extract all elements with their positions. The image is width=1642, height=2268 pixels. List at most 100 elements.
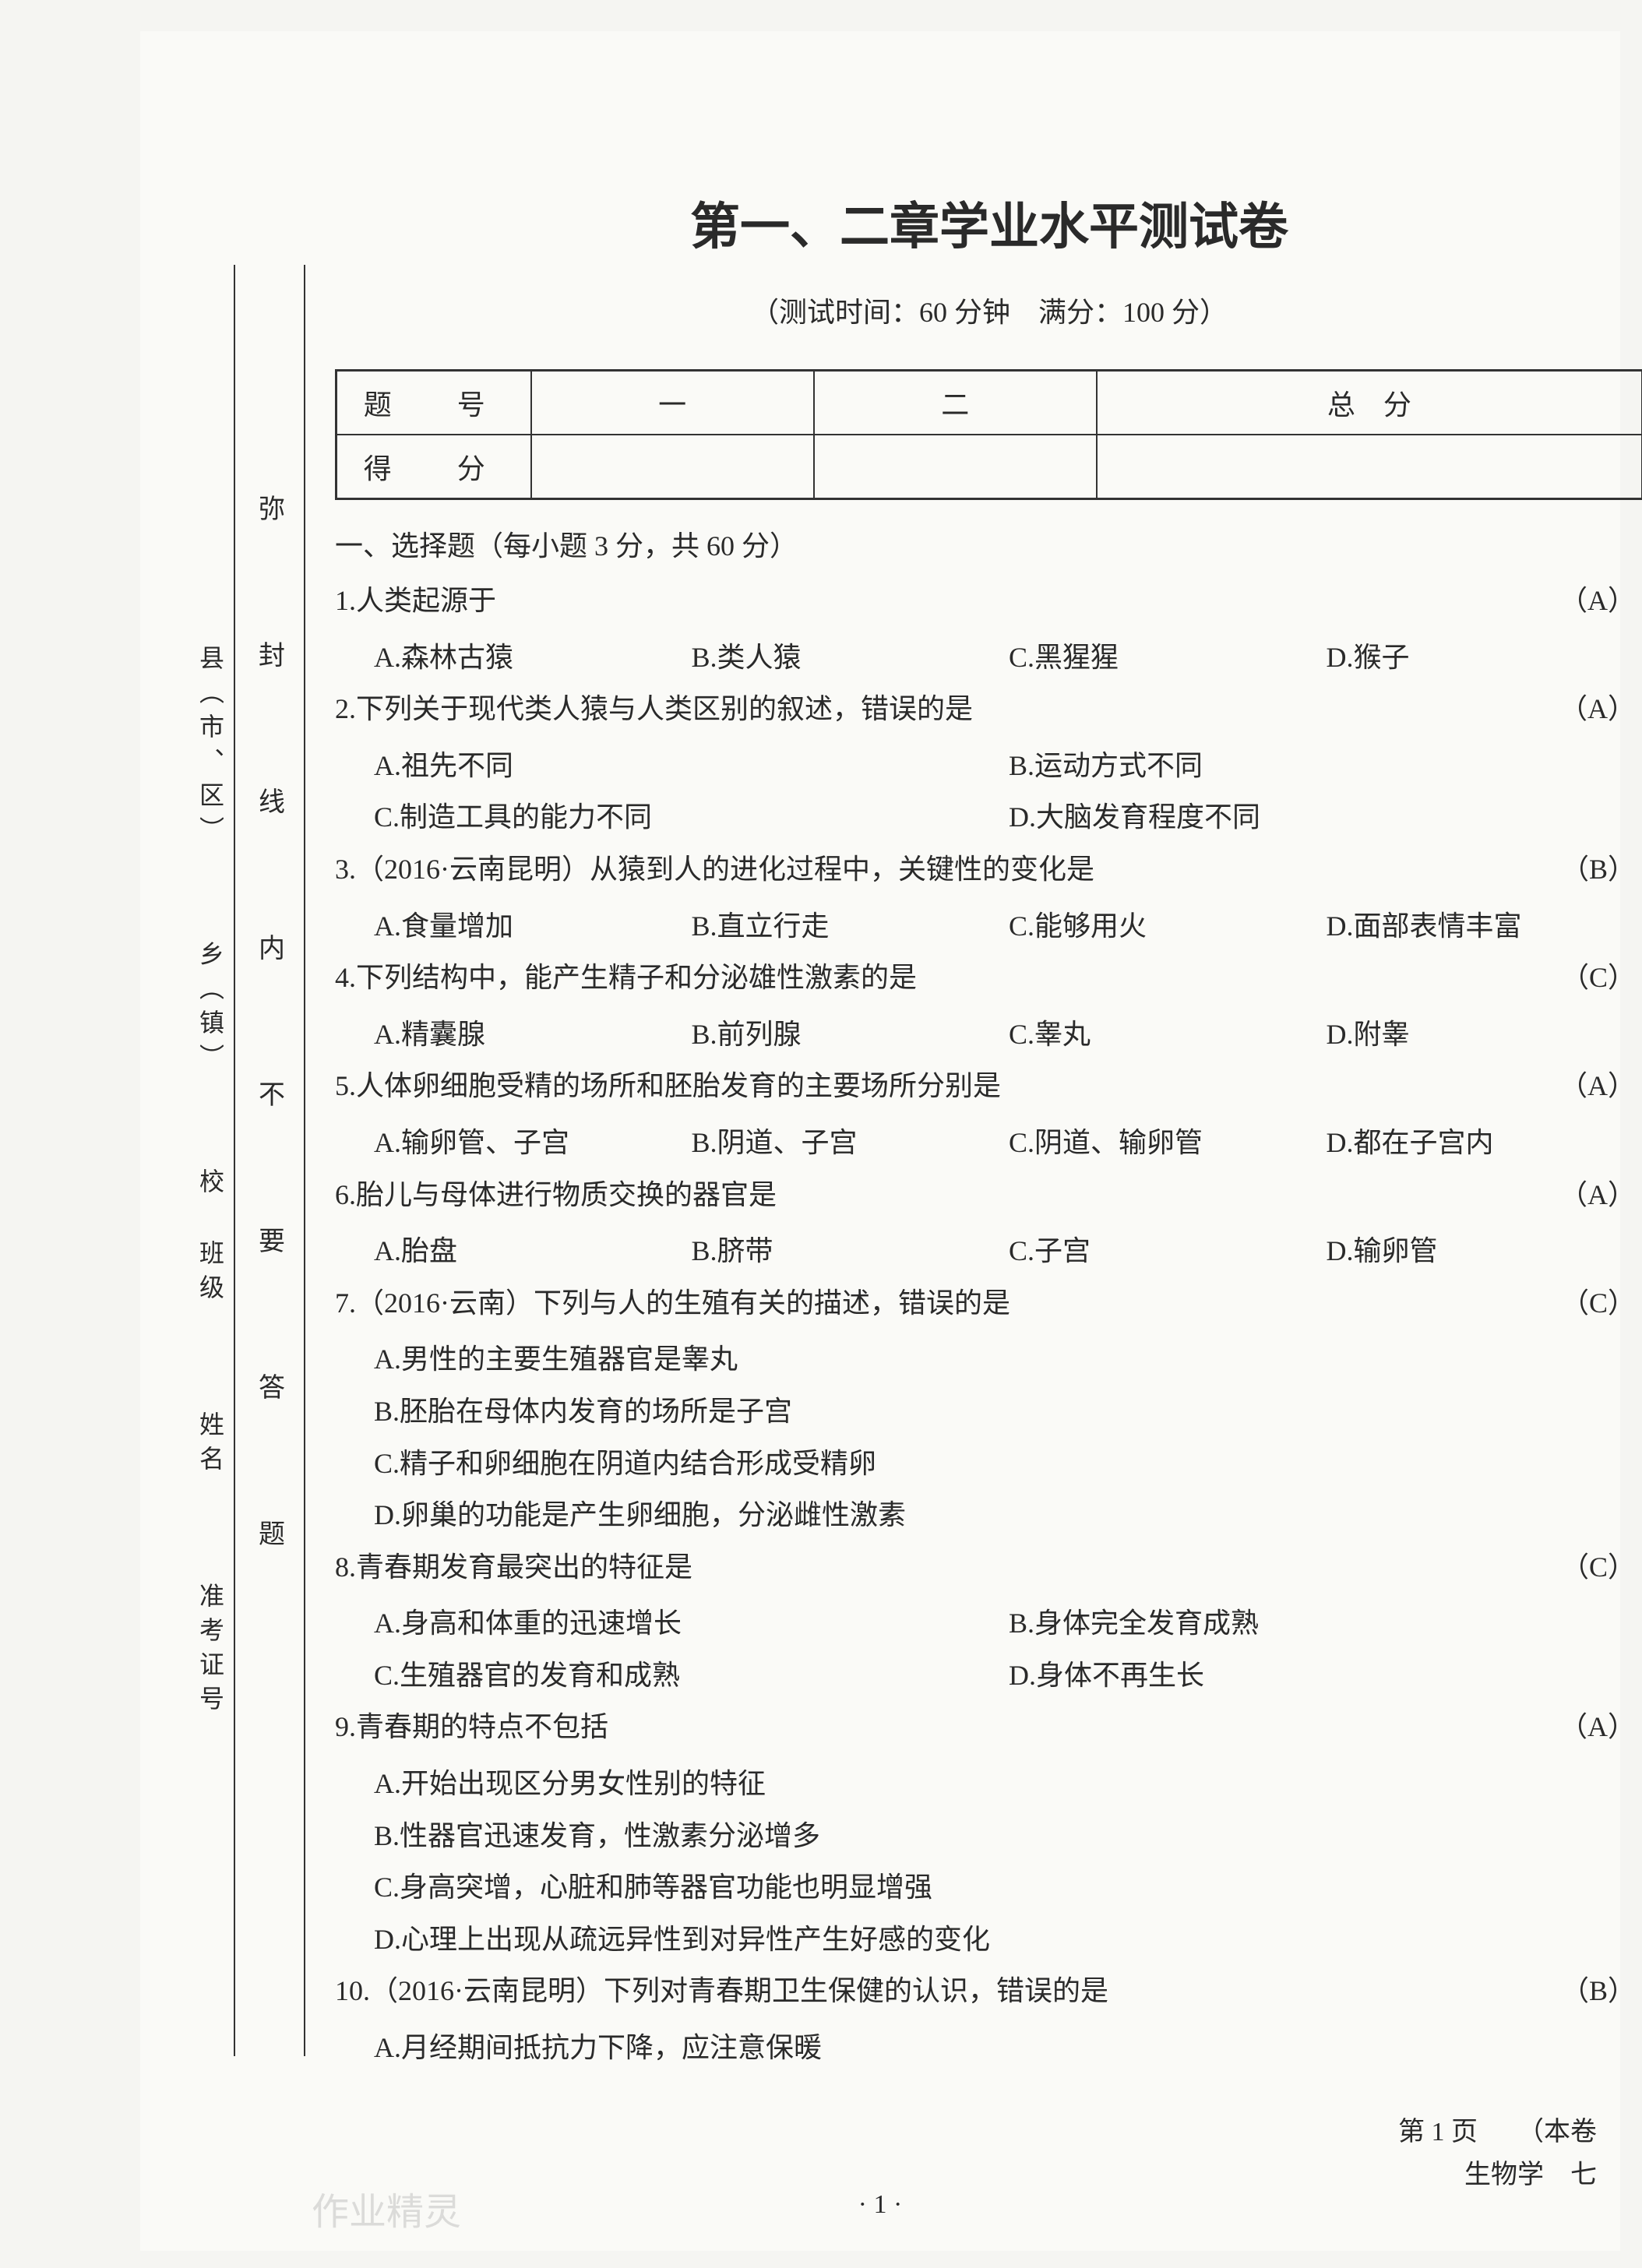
score-cell-total [1097,435,1642,499]
option: B.脐带 [692,1225,1010,1277]
options: A.男性的主要生殖器官是睾丸B.胚胎在母体内发育的场所是子宫C.精子和卵细胞在阴… [335,1333,1642,1541]
option: C.制造工具的能力不同 [374,791,1009,843]
option: A.月经期间抵抗力下降，应注意保暖 [374,2022,1642,2074]
options: A.输卵管、子宫B.阴道、子宫C.阴道、输卵管D.都在子宫内 [335,1117,1642,1169]
option: A.祖先不同 [374,740,1009,792]
option: B.性器官迅速发育，性激素分泌增多 [374,1810,1642,1862]
option: B.直立行走 [692,900,1010,953]
option: A.输卵管、子宫 [374,1117,692,1169]
score-table: 题 号 一 二 总 分 得 分 [335,369,1642,500]
exam-title: 第一、二章学业水平测试卷 [335,187,1642,259]
option: C.能够用火 [1009,900,1327,953]
question-stem: 6.胎儿与母体进行物质交换的器官是 [335,1169,1642,1221]
question-answer: （A） [1559,1169,1636,1221]
option: C.子宫 [1009,1225,1327,1277]
header-col-2: 二 [814,371,1097,435]
question-answer: （A） [1559,575,1636,627]
question-answer: （A） [1559,1701,1636,1753]
header-score: 得 分 [337,435,531,499]
option: D.输卵管 [1327,1225,1642,1277]
option: A.开始出现区分男女性别的特征 [374,1758,1642,1810]
options: A.胎盘B.脐带C.子宫D.输卵管 [335,1225,1642,1277]
option: A.身高和体重的迅速增长 [374,1597,1009,1650]
section-1-header: 一、选择题（每小题 3 分，共 60 分） [335,523,1642,564]
question: 4.下列结构中，能产生精子和分泌雄性激素的是（C） [335,952,1642,1004]
question-stem: 3.（2016·云南昆明）从猿到人的进化过程中，关键性的变化是 [335,843,1642,896]
footer-right-line2: 生物学 七 [1398,2154,1597,2196]
question: 9.青春期的特点不包括（A） [335,1701,1642,1753]
question: 5.人体卵细胞受精的场所和胚胎发育的主要场所分别是（A） [335,1060,1642,1112]
options: A.森林古猿B.类人猿C.黑猩猩D.猴子 [335,632,1642,684]
option: D.都在子宫内 [1327,1117,1642,1169]
option: C.身高突增，心脏和肺等器官功能也明显增强 [374,1861,1642,1914]
option: B.类人猿 [692,632,1010,684]
student-info-sidebar: 县（市、区） 乡（镇） 校 班级 姓名 准考证号 [187,343,234,1822]
question: 7.（2016·云南）下列与人的生殖有关的描述，错误的是（C） [335,1277,1642,1329]
question: 1.人类起源于（A） [335,575,1642,627]
question-stem: 4.下列结构中，能产生精子和分泌雄性激素的是 [335,952,1642,1004]
question-answer: （B） [1561,1965,1636,2017]
question: 10.（2016·云南昆明）下列对青春期卫生保健的认识，错误的是（B） [335,1965,1642,2017]
question-stem: 8.青春期发育最突出的特征是 [335,1541,1642,1594]
option: A.食量增加 [374,900,692,953]
content-area: 第一、二章学业水平测试卷 （测试时间：60 分钟 满分：100 分） 题 号 一… [335,187,1642,2074]
question: 8.青春期发育最突出的特征是（C） [335,1541,1642,1594]
question: 2.下列关于现代类人猿与人类区别的叙述，错误的是（A） [335,683,1642,735]
option: D.心理上出现从疏远异性到对异性产生好感的变化 [374,1914,1642,1966]
question: 3.（2016·云南昆明）从猿到人的进化过程中，关键性的变化是（B） [335,843,1642,896]
options: A.月经期间抵抗力下降，应注意保暖 [335,2022,1642,2074]
option: C.阴道、输卵管 [1009,1117,1327,1169]
option: C.睾丸 [1009,1009,1327,1061]
table-row: 得 分 [337,435,1642,499]
option: C.精子和卵细胞在阴道内结合形成受精卵 [374,1438,1642,1490]
seal-line-label: 弥 封 线 内 不 要 答 题 [250,495,288,1593]
option: B.身体完全发育成熟 [1009,1597,1642,1650]
option: B.胚胎在母体内发育的场所是子宫 [374,1386,1642,1438]
option: D.猴子 [1327,632,1642,684]
header-col-1: 一 [531,371,814,435]
option: D.身体不再生长 [1009,1650,1642,1702]
score-cell-2 [814,435,1097,499]
footer-right-line1: 第 1 页 （本卷 [1398,2111,1597,2154]
question-answer: （A） [1559,1060,1636,1112]
score-cell-1 [531,435,814,499]
options: A.祖先不同B.运动方式不同C.制造工具的能力不同D.大脑发育程度不同 [335,740,1642,843]
seal-line-text: 弥 封 线 内 不 要 答 题 [249,382,288,1706]
question-answer: （A） [1559,683,1636,735]
option: D.卵巢的功能是产生卵细胞，分泌雌性激素 [374,1489,1642,1541]
option: D.大脑发育程度不同 [1009,791,1642,843]
option: A.森林古猿 [374,632,692,684]
option: B.阴道、子宫 [692,1117,1010,1169]
question-answer: （C） [1561,1277,1636,1329]
options: A.开始出现区分男女性别的特征B.性器官迅速发育，性激素分泌增多C.身高突增，心… [335,1758,1642,1965]
option: A.男性的主要生殖器官是睾丸 [374,1333,1642,1386]
question-stem: 10.（2016·云南昆明）下列对青春期卫生保健的认识，错误的是 [335,1965,1642,2017]
table-row: 题 号 一 二 总 分 [337,371,1642,435]
question-stem: 1.人类起源于 [335,575,1642,627]
options: A.精囊腺B.前列腺C.睾丸D.附睾 [335,1009,1642,1061]
option: A.胎盘 [374,1225,692,1277]
option: C.生殖器官的发育和成熟 [374,1650,1009,1702]
questions-container: 1.人类起源于（A）A.森林古猿B.类人猿C.黑猩猩D.猴子2.下列关于现代类人… [335,575,1642,2074]
options: A.食量增加B.直立行走C.能够用火D.面部表情丰富 [335,900,1642,953]
option: D.面部表情丰富 [1327,900,1642,953]
student-info-text: 县（市、区） 乡（镇） 校 班级 姓名 准考证号 [192,645,228,1822]
question-stem: 9.青春期的特点不包括 [335,1701,1642,1753]
question-stem: 2.下列关于现代类人猿与人类区别的叙述，错误的是 [335,683,1642,735]
header-question-num: 题 号 [337,371,531,435]
seal-line-inner [304,265,305,2056]
option: B.运动方式不同 [1009,740,1642,792]
watermark: 作业精灵 [312,2181,461,2235]
option: C.黑猩猩 [1009,632,1327,684]
question-stem: 7.（2016·云南）下列与人的生殖有关的描述，错误的是 [335,1277,1642,1329]
seal-line-outer [234,265,235,2056]
option: A.精囊腺 [374,1009,692,1061]
question-answer: （C） [1561,952,1636,1004]
question-answer: （C） [1561,1541,1636,1594]
question: 6.胎儿与母体进行物质交换的器官是（A） [335,1169,1642,1221]
page-footer-right: 第 1 页 （本卷 生物学 七 [1398,2111,1597,2196]
option: B.前列腺 [692,1009,1010,1061]
header-col-total: 总 分 [1097,371,1642,435]
option: D.附睾 [1327,1009,1642,1061]
page: 县（市、区） 乡（镇） 校 班级 姓名 准考证号 弥 封 线 内 不 要 答 题… [140,31,1620,2251]
